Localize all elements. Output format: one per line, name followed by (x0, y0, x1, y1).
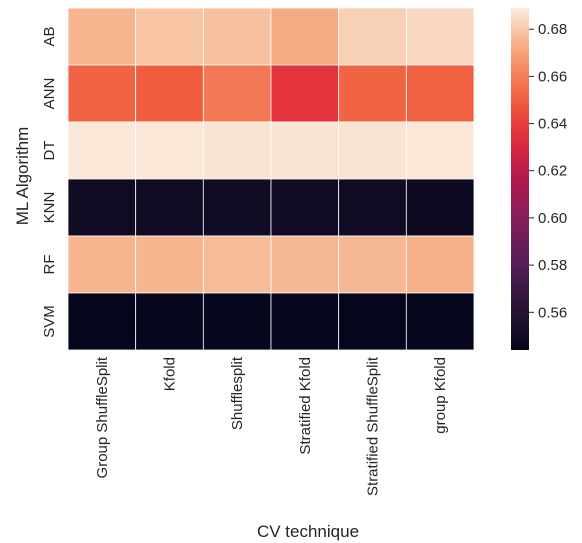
x-tick-label: Group ShuffleSplit (94, 356, 111, 478)
heatmap-cell-DT-3 (202, 121, 272, 180)
heatmap-cell-ANN-6 (405, 64, 475, 123)
y-tick-label: SVM (41, 305, 58, 338)
heatmap-cell-SVM-4 (270, 292, 340, 351)
heatmap-cell-DT-5 (338, 121, 407, 180)
heatmap-cell-ANN-4 (270, 64, 340, 123)
colorbar-tick-label: 0.58 (538, 257, 567, 274)
heatmap-cell-DT-2 (135, 121, 204, 180)
x-tick-label: group Kfold (432, 357, 449, 434)
y-tick-label: RF (41, 255, 58, 275)
heatmap-cell-ANN-2 (135, 64, 204, 123)
heatmap-cell-SVM-5 (338, 292, 407, 351)
heatmap-cell-SVM-3 (202, 292, 272, 351)
colorbar: 0.56 0.58 0.60 0.62 0.64 0.66 0.68 (511, 8, 567, 350)
x-tick-label: Shufflesplit (229, 356, 246, 430)
heatmap-cell-DT-6 (405, 121, 475, 180)
heatmap-cell-AB-4 (270, 7, 340, 66)
heatmap-cell-DT-4 (270, 121, 340, 180)
heatmap-cell-RF-1 (67, 235, 137, 294)
x-tick-label: Kfold (162, 357, 179, 391)
y-tick-label: KNN (41, 192, 58, 224)
x-tick-label: Stratified Kfold (297, 357, 314, 455)
y-tick-label: ANN (41, 78, 58, 110)
heatmap-cell-KNN-4 (270, 178, 340, 237)
heatmap-cell-SVM-2 (135, 292, 204, 351)
heatmap-cell-RF-5 (338, 235, 407, 294)
heatmap-cell-KNN-1 (67, 178, 137, 237)
heatmap-cell-AB-1 (67, 7, 137, 66)
colorbar-tick-label: 0.62 (538, 163, 567, 180)
heatmap-cell-KNN-3 (202, 178, 272, 237)
x-axis-label: CV technique (257, 522, 359, 541)
x-tick-labels: Group ShuffleSplit Kfold Shufflesplit Strat… (94, 356, 449, 496)
y-axis-label: ML Algorithm (13, 127, 32, 226)
colorbar-gradient (511, 8, 529, 350)
heatmap-cell-ANN-5 (338, 64, 407, 123)
heatmap-cell-RF-4 (270, 235, 340, 294)
colorbar-tick-label: 0.66 (538, 68, 567, 85)
x-tick-label: Stratified ShuffleSplit (365, 356, 382, 496)
y-tick-label: DT (41, 141, 58, 161)
y-tick-labels: AB ANN DT KNN RF SVM (41, 26, 58, 337)
heatmap-cell-RF-6 (405, 235, 475, 294)
colorbar-tick-label: 0.56 (538, 304, 567, 321)
heatmap-cell-KNN-6 (405, 178, 475, 237)
heatmap-cell-RF-2 (135, 235, 204, 294)
heatmap-cell-SVM-1 (67, 292, 137, 351)
heatmap-cell-ANN-3 (202, 64, 272, 123)
heatmap-cell-SVM-6 (405, 292, 475, 351)
heatmap-cell-AB-6 (405, 7, 475, 66)
colorbar-tick-label: 0.60 (538, 210, 567, 227)
heatmap-cells (67, 7, 475, 351)
y-tick-label: AB (41, 26, 58, 46)
heatmap-cell-KNN-5 (338, 178, 407, 237)
heatmap-cell-DT-1 (67, 121, 137, 180)
heatmap-cell-AB-5 (338, 7, 407, 66)
heatmap-cell-RF-3 (202, 235, 272, 294)
heatmap-cell-KNN-2 (135, 178, 204, 237)
colorbar-tick-label: 0.64 (538, 116, 567, 133)
heatmap-cell-ANN-1 (67, 64, 137, 123)
heatmap-cell-AB-2 (135, 7, 204, 66)
heatmap-cell-AB-3 (202, 7, 272, 66)
colorbar-tick-label: 0.68 (538, 21, 567, 38)
